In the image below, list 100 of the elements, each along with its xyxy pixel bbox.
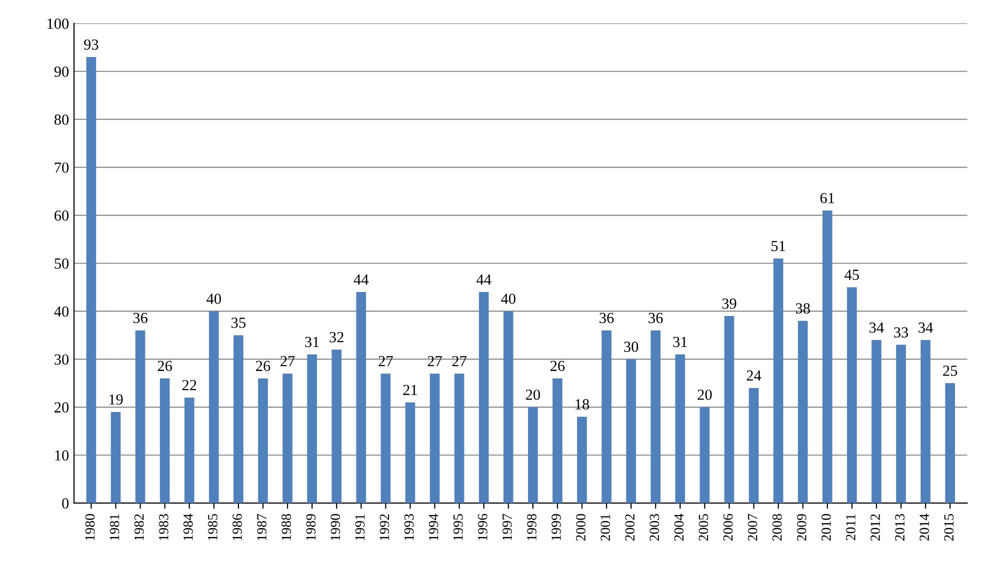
x-tick-label: 2015 — [944, 514, 954, 541]
bar — [184, 398, 194, 504]
x-tick-label: 1989 — [306, 514, 316, 540]
bar — [356, 292, 366, 504]
bar — [748, 388, 759, 504]
bar — [258, 378, 268, 504]
bar — [945, 383, 955, 504]
data-label: 36 — [133, 312, 148, 324]
bar — [234, 335, 244, 504]
y-tick-label: 0 — [62, 498, 69, 509]
data-label: 27 — [452, 356, 466, 366]
x-tick-label: 1998 — [527, 514, 536, 540]
bar — [847, 287, 857, 504]
y-tick-label: 50 — [54, 258, 69, 269]
y-tick-label: 70 — [54, 162, 69, 173]
data-label: 51 — [772, 240, 786, 252]
bar — [282, 374, 292, 504]
bar — [135, 330, 146, 504]
bar — [430, 374, 440, 504]
bar — [552, 378, 562, 504]
bar — [650, 330, 661, 504]
x-tick-label: 2003 — [650, 514, 660, 541]
x-tick-label: 2014 — [920, 514, 930, 541]
data-label: 40 — [501, 294, 516, 304]
data-label: 45 — [844, 270, 859, 280]
data-label: 26 — [256, 360, 270, 372]
x-tick-label: 2010 — [821, 514, 831, 541]
bar — [920, 340, 930, 504]
bar — [675, 354, 686, 504]
y-tick-label: 30 — [54, 354, 69, 365]
y-tick-label: 20 — [54, 402, 69, 413]
bar — [822, 210, 832, 504]
data-label: 44 — [354, 274, 369, 285]
x-tick-label: 1981 — [110, 514, 120, 540]
x-tick-label: 1983 — [158, 514, 168, 540]
x-tick-label: 1994 — [428, 514, 438, 540]
x-tick-label: 2007 — [748, 514, 758, 541]
data-label: 27 — [280, 356, 295, 366]
bar — [405, 402, 416, 504]
x-tick-label: 1997 — [502, 514, 512, 540]
x-tick-label: 2013 — [895, 514, 904, 541]
x-tick-label: 2004 — [674, 514, 684, 541]
x-tick-label: 1985 — [208, 514, 218, 540]
data-label: 33 — [894, 327, 908, 338]
x-tick-label: 1995 — [453, 514, 463, 540]
bar — [86, 56, 96, 504]
x-tick-label: 2008 — [772, 514, 782, 541]
y-tick-label: 90 — [54, 66, 69, 77]
data-label: 20 — [698, 390, 712, 400]
data-label: 36 — [600, 312, 614, 324]
data-label: 61 — [820, 192, 834, 204]
x-tick-label: 2009 — [796, 514, 806, 541]
x-tick-label: 1986 — [232, 514, 242, 540]
data-label: 26 — [158, 360, 172, 372]
data-label: 27 — [378, 356, 393, 366]
data-label: 40 — [206, 294, 221, 304]
x-tick-label: 2005 — [698, 514, 708, 541]
bar — [872, 340, 882, 504]
bar — [332, 350, 342, 504]
data-label: 35 — [232, 318, 246, 328]
bar — [208, 311, 219, 504]
x-tick-label: 1980 — [85, 514, 95, 540]
bar — [478, 292, 489, 504]
bar — [602, 330, 612, 504]
x-tick-label: 2006 — [723, 514, 733, 541]
bar — [626, 359, 636, 504]
data-label: 44 — [476, 274, 492, 285]
bar — [798, 320, 808, 504]
y-tick-label: 10 — [55, 450, 69, 461]
data-label: 36 — [648, 312, 663, 324]
x-tick-label: 1990 — [330, 514, 340, 540]
x-tick-label: 1987 — [257, 514, 266, 540]
x-tick-label: 1982 — [134, 514, 144, 540]
data-label: 22 — [182, 380, 196, 390]
x-tick-label: 1988 — [282, 514, 291, 540]
data-label: 27 — [428, 356, 442, 366]
x-tick-label: 2001 — [600, 514, 610, 541]
data-label: 20 — [526, 390, 540, 400]
data-label: 31 — [305, 336, 319, 348]
x-tick-label: 1992 — [380, 514, 390, 540]
bar — [700, 407, 710, 504]
data-label: 30 — [624, 342, 638, 352]
data-label: 18 — [576, 399, 590, 410]
bar — [577, 416, 587, 504]
data-label: 32 — [330, 332, 344, 342]
data-label: 25 — [943, 366, 958, 376]
x-tick-label: 1993 — [404, 514, 414, 540]
data-label: 24 — [746, 370, 762, 381]
bar — [503, 311, 514, 504]
y-tick-label: 60 — [54, 210, 69, 221]
bar — [724, 316, 734, 504]
bar — [110, 412, 121, 504]
bar — [160, 378, 170, 504]
data-label: 34 — [918, 322, 933, 333]
y-tick-label: 40 — [54, 306, 69, 317]
bar — [454, 374, 464, 504]
data-label: 39 — [722, 298, 736, 309]
data-label: 19 — [109, 394, 123, 405]
bar — [896, 344, 906, 504]
bar — [307, 354, 317, 504]
